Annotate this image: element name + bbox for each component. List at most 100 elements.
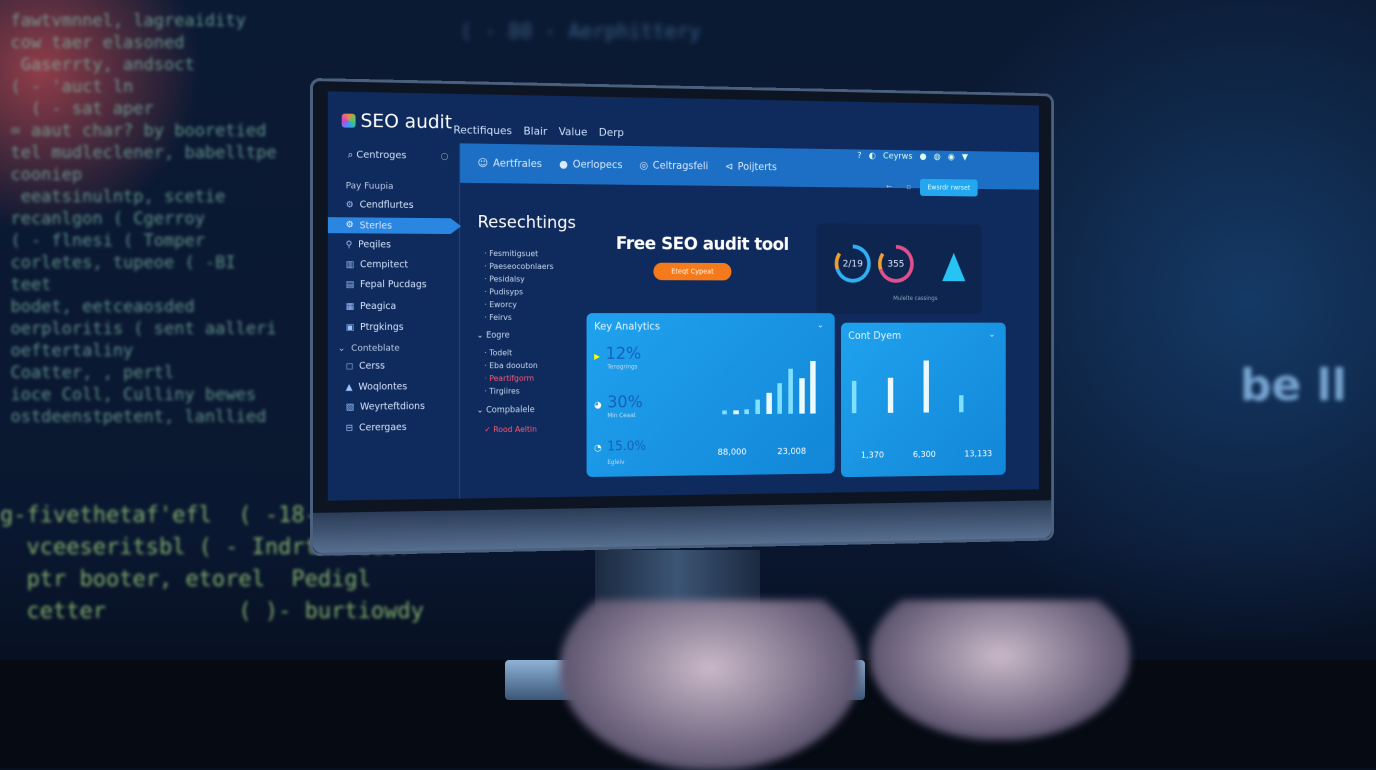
list-section[interactable]: ⌄ Eogre [476,330,510,341]
list-section[interactable]: ⌄ Compbalele [476,405,535,416]
sidebar-label: Cerergaes [359,422,407,434]
tab-label: Celtragsfeli [652,159,709,173]
list-item[interactable]: · Feirvs [484,313,512,322]
sidebar-label: Weyrteftdions [360,401,425,413]
sidebar-item[interactable]: ▦ Peagica [346,301,396,312]
check-icon: ✓ [484,425,494,435]
search-field[interactable]: ⌕ Centroges [348,150,407,162]
list-item[interactable]: · Peartifgorm [484,373,535,383]
folder-icon: ▦ [345,301,355,312]
key-analytics-card: Key Analytics ⌄ ▶ 12% Tensgrings ◕ 30% Min C… [586,313,835,478]
list-item[interactable]: · Todelt [484,348,513,358]
back-icon: ⊲ [724,160,734,173]
circle-icon: ◎ [639,159,649,172]
gauge: 2/19 [834,244,871,283]
topnav-item[interactable]: Derp [598,125,624,140]
sidebar-item[interactable]: ⊟ Cerergaes [346,422,407,434]
globe-icon[interactable]: ◐ [868,151,876,162]
sidebar-section-title: Pay Fuupia [345,181,394,192]
sidebar-item[interactable]: ⚲ Peqiles [346,239,391,250]
toolbar-icons: ← ▫ [886,182,911,191]
help-icon[interactable]: ? [857,151,862,161]
background-code-top: ( - 80 - Aerphittery [460,19,701,43]
sidebar-item[interactable]: ▤ Fepal Pucdags [346,279,427,290]
chat-icon[interactable]: ● [919,152,927,162]
pin-icon: ⚲ [345,239,353,250]
kpi-label: Tensgrings [607,363,638,371]
chevron-down-icon[interactable]: ⌄ [816,320,824,331]
settings-icon[interactable]: ◍ [933,152,941,163]
gear-icon: ⚙ [345,220,354,231]
tab[interactable]: ● Oerlopecs [559,159,622,172]
start-audit-button[interactable]: Eteqt Cypeat [653,262,732,281]
kpi-label: Min Ceaat [607,412,636,420]
search-clear-icon[interactable]: ○ [440,151,449,162]
list-item[interactable]: · Pesidalsy [484,274,525,284]
kpi-value: 30% [607,392,643,413]
section-label: Conteblate [351,343,400,354]
topnav-item[interactable]: Rectifiques [453,123,512,138]
top-nav: Rectifiques Blair Value Derp [453,123,624,139]
apple-icon: ● [559,158,568,171]
chart-bar [722,410,727,415]
gauge: 355 [877,244,914,283]
tab[interactable]: ◎ Celtragsfeli [639,160,708,173]
filter-icon[interactable]: ▼ [961,152,968,163]
list-item[interactable]: · Pudisyps [484,287,524,297]
sidebar-label: Fepal Pucdags [360,279,427,291]
sidebar-item[interactable]: ▥ Cempitect [346,259,408,270]
total-value: 88,000 [717,447,747,458]
tab-label: Poijterts [737,161,777,174]
sidebar-label: Ptrgkings [360,321,404,333]
pyramid-graphic [942,252,966,282]
list-item[interactable]: · Fesmitigsuet [484,249,539,259]
tab[interactable]: ⊲ Poijterts [725,161,777,173]
gauge-value: 2/19 [842,258,863,269]
back-arrow-icon[interactable]: ← [886,182,893,191]
header-link[interactable]: Ceyrws [883,151,913,162]
sidebar-item[interactable]: ▣ Ptrgkings [346,322,404,333]
monitor: SEO audit Rectifiques Blair Value Derp ⌕… [310,78,1054,556]
sidebar-label: Cempitect [360,259,409,271]
kpi-value: 12% [605,344,642,364]
search-icon: ⌕ [347,149,357,161]
sidebar: ⌕ Centroges ○ Pay Fuupia ⚙ Cendflurtes ⚙ S… [327,141,461,501]
sidebar-label: Cendflurtes [359,199,414,211]
chart-bar [799,377,805,414]
sidebar-item[interactable]: ◻ Cerss [346,361,385,372]
primary-header-button[interactable]: Ewsrdr rwrset [920,178,978,197]
header-icons: ? ◐ Ceyrws ● ◍ ◉ ▼ [857,151,968,162]
chart-bar [810,360,816,414]
total-value: 13,133 [964,449,993,460]
list-item[interactable]: · Eba doouton [484,361,538,371]
chart-bar [887,378,894,413]
tab-label: Aertfrales [492,157,543,171]
kpi-icon: ◕ [594,400,602,411]
sidebar-item[interactable]: ▲ Woqlontes [346,381,408,392]
list-item[interactable]: · Tirgiires [484,386,520,396]
sidebar-item-active[interactable]: ⚙ Sterles [328,217,461,234]
list-item[interactable]: · Paeseocobnlaers [484,261,554,272]
page-title: Resechtings [477,212,576,234]
chart-bar [755,399,760,415]
chevron-down-icon[interactable]: ⌄ [988,330,996,340]
bar-chart [851,360,994,414]
box-icon: ◻ [345,361,354,372]
square-icon[interactable]: ▫ [906,182,912,192]
checked-item[interactable]: ✓ Rood Aeltin [484,425,537,434]
info-icon[interactable]: ◉ [947,152,955,163]
card-title: Key Analytics [594,320,661,333]
tab[interactable]: ☺ Aertfrales [478,157,542,170]
logo[interactable]: SEO audit [341,110,452,133]
topnav-item[interactable]: Value [558,125,588,139]
sidebar-item[interactable]: ▧ Weyrteftdions [346,401,425,413]
screen: SEO audit Rectifiques Blair Value Derp ⌕… [327,91,1039,501]
chart-bar [733,410,739,415]
topnav-item[interactable]: Blair [523,124,548,138]
gear-icon: ⚙ [345,199,354,210]
sidebar-section-title[interactable]: ⌄ Conteblate [338,344,400,354]
list-item[interactable]: · Eworcy [484,300,517,310]
sidebar-label: Cerss [359,360,385,372]
sidebar-item[interactable]: ⚙ Cendflurtes [346,199,414,211]
gauge-value: 355 [887,258,905,270]
